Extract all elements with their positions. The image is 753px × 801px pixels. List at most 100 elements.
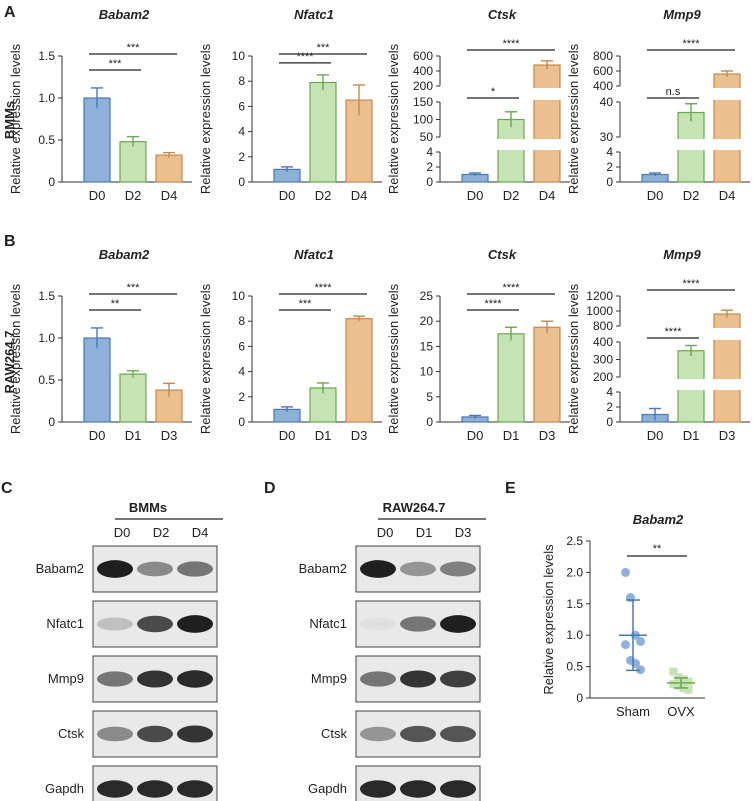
chart-a3-y-tick-label: 2 <box>426 160 433 174</box>
blot-c-lane-label: D4 <box>192 525 209 540</box>
chart-a3-x-tick-label: D4 <box>539 188 556 203</box>
chart-b4-y-tick-label: 2 <box>606 400 613 414</box>
blot-c-band <box>137 725 173 743</box>
blot-d-band <box>400 725 436 743</box>
chart-a4-x-tick-label: D0 <box>647 188 664 203</box>
chart-b3-y-tick-label: 20 <box>420 314 434 328</box>
chart-b2-y-tick-label: 2 <box>238 390 245 404</box>
chart-b4-significance-label: **** <box>664 326 682 338</box>
chart-b3-ylabel: Relative expression levels <box>386 283 401 434</box>
chart-e-significance-label: ** <box>653 543 662 555</box>
chart-b1-x-tick-label: D0 <box>89 428 106 443</box>
chart-b3-significance-label: **** <box>502 282 520 294</box>
chart-e-point-sham <box>621 567 630 577</box>
blot-d-band <box>400 561 436 577</box>
chart-a4-y-tick-label: 30 <box>600 130 614 144</box>
panel-letter-c: C <box>1 480 13 497</box>
chart-a3-significance-label: * <box>491 86 496 98</box>
blot-c-band <box>97 560 133 578</box>
chart-a1-x-tick-label: D0 <box>89 188 106 203</box>
chart-b3-x-tick-label: D3 <box>539 428 556 443</box>
chart-a3-y-tick-label: 4 <box>426 145 433 159</box>
chart-a1-ylabel: Relative expression levels <box>8 43 23 194</box>
chart-a1-y-tick-label: 0 <box>48 175 55 189</box>
blot-d-band <box>440 561 476 577</box>
blot-c-band <box>177 670 213 688</box>
chart-a2-x-tick-label: D0 <box>279 188 296 203</box>
chart-a2-y-tick-label: 10 <box>232 49 246 63</box>
chart-a3-significance-label: **** <box>502 38 520 50</box>
blot-c-protein-label: Mmp9 <box>48 671 84 686</box>
chart-e-ylabel: Relative expression levels <box>541 544 556 695</box>
chart-a3-y-tick-label: 0 <box>426 175 433 189</box>
chart-b4-title: Mmp9 <box>663 247 701 262</box>
blot-d-protein-label: Ctsk <box>321 726 348 741</box>
chart-a2-bar-d2 <box>309 81 337 183</box>
blot-c-band <box>177 615 213 633</box>
blot-c-lane-label: D2 <box>153 525 170 540</box>
chart-b1-title: Babam2 <box>99 247 150 262</box>
chart-a1-title: Babam2 <box>99 7 150 22</box>
chart-a2-ylabel: Relative expression levels <box>198 43 213 194</box>
panel-letter-b: B <box>4 233 16 250</box>
chart-a4-x-tick-label: D4 <box>719 188 736 203</box>
blot-d-band <box>400 670 436 688</box>
chart-b1-bar-d1 <box>119 373 147 423</box>
chart-e-y-tick-label: 0 <box>576 691 583 705</box>
chart-a3-title: Ctsk <box>488 7 517 22</box>
chart-a3-y-tick-label: 150 <box>413 95 433 109</box>
chart-e-y-tick-label: 0.5 <box>566 660 583 674</box>
chart-b4-ylabel: Relative expression levels <box>566 283 581 434</box>
blot-c-band <box>177 780 213 798</box>
chart-b4-y-tick-label: 400 <box>593 335 613 349</box>
panel-letter-e: E <box>505 480 516 497</box>
chart-a1-x-tick-label: D2 <box>125 188 142 203</box>
chart-a2-significance-label: **** <box>296 51 314 63</box>
chart-b2-significance-label: **** <box>314 282 332 294</box>
chart-a4-title: Mmp9 <box>663 7 701 22</box>
blot-d-band <box>400 780 436 798</box>
chart-a3-y-tick-label: 50 <box>420 130 434 144</box>
blot-d-band <box>440 615 476 633</box>
chart-b1-significance-label: *** <box>127 282 141 294</box>
chart-b2-bar-d1 <box>309 387 337 423</box>
blot-d-protein-label: Nfatc1 <box>309 616 347 631</box>
chart-a1-bar-d0 <box>83 97 111 183</box>
chart-b4-significance-label: **** <box>682 278 700 290</box>
chart-e-x-tick-label: OVX <box>667 704 695 719</box>
chart-a4-axis-break-gap <box>621 139 751 150</box>
chart-b2-x-tick-label: D0 <box>279 428 296 443</box>
chart-a1-bar-d4 <box>155 154 183 183</box>
chart-a2-y-tick-label: 0 <box>238 175 245 189</box>
chart-b2-title: Nfatc1 <box>294 247 334 262</box>
chart-b2-y-tick-label: 10 <box>232 289 246 303</box>
chart-e-point-sham <box>621 640 630 650</box>
chart-a1-y-tick-label: 1.5 <box>38 49 55 63</box>
panel-letter-d: D <box>264 480 276 497</box>
chart-a3-ylabel: Relative expression levels <box>386 43 401 194</box>
chart-a1-significance-label: *** <box>109 58 123 70</box>
chart-e-y-tick-label: 1.5 <box>566 597 583 611</box>
chart-b3-y-tick-label: 15 <box>420 339 434 353</box>
chart-b3-y-tick-label: 5 <box>426 390 433 404</box>
chart-e-point-ovx <box>679 675 688 684</box>
chart-b2-bar-d3 <box>345 318 373 423</box>
chart-a4-y-tick-label: 2 <box>606 160 613 174</box>
blot-d-band <box>360 671 396 687</box>
chart-e-title: Babam2 <box>633 512 684 527</box>
chart-a2-significance-label: *** <box>317 42 331 54</box>
chart-b1-x-tick-label: D3 <box>161 428 178 443</box>
blot-d-protein-label: Babam2 <box>299 561 347 576</box>
chart-a3-x-tick-label: D0 <box>467 188 484 203</box>
chart-a3-bar-d4 <box>533 64 561 183</box>
chart-a3-bar-d2 <box>497 118 525 183</box>
blot-c-protein-label: Babam2 <box>36 561 84 576</box>
chart-a2-bar-d4 <box>345 99 373 183</box>
chart-b3-bar-d3 <box>533 326 561 423</box>
chart-a1-y-tick-label: 0.5 <box>38 133 55 147</box>
blot-c-band <box>177 725 213 743</box>
chart-b2-x-tick-label: D3 <box>351 428 368 443</box>
chart-b1-y-tick-label: 1.0 <box>38 331 55 345</box>
chart-a1-x-tick-label: D4 <box>161 188 178 203</box>
panel-letter-a: A <box>4 4 16 21</box>
